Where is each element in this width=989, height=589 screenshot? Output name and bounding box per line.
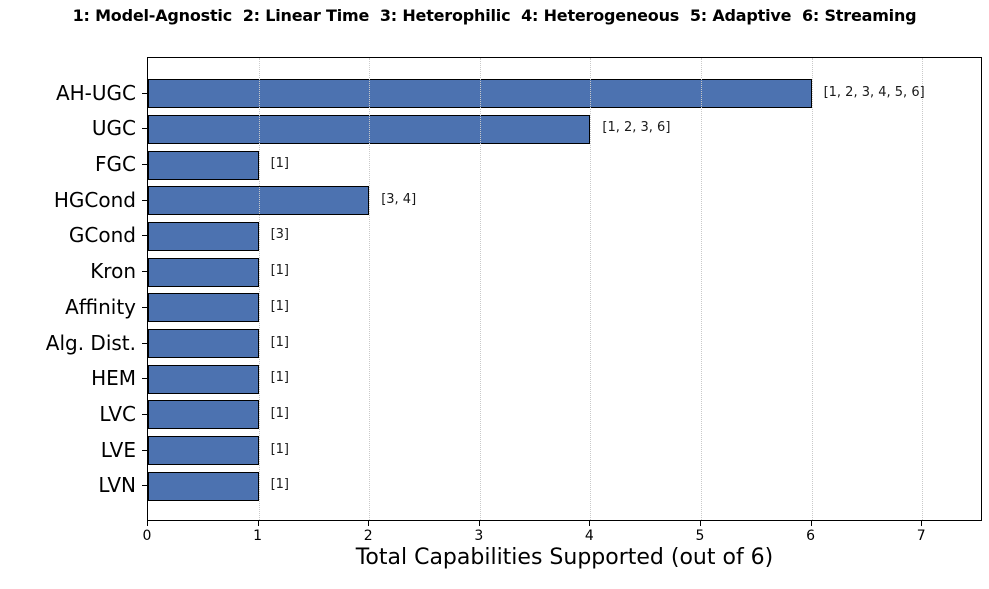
x-tick-label: 6 — [806, 528, 816, 544]
chart-title: 1: Model-Agnostic 2: Linear Time 3: Hete… — [72, 6, 917, 25]
y-tick-mark — [142, 92, 147, 94]
grid-line — [369, 58, 371, 520]
grid-line — [811, 58, 813, 520]
y-tick-label: LVN — [98, 473, 136, 498]
bar-annotation: [3] — [270, 227, 290, 243]
grid-line — [479, 58, 481, 520]
y-tick-mark — [142, 342, 147, 344]
grid-line — [590, 58, 592, 520]
bar — [148, 329, 259, 359]
x-tick-label: 3 — [474, 528, 484, 544]
bar-annotation: [1, 2, 3, 6] — [602, 120, 671, 136]
grid-line — [700, 58, 702, 520]
x-tick-label: 5 — [695, 528, 705, 544]
bar — [148, 221, 259, 251]
x-tick-mark — [810, 521, 812, 526]
bar — [148, 436, 259, 466]
bar-annotation: [1] — [270, 156, 290, 172]
y-tick-mark — [142, 164, 147, 166]
bar — [148, 293, 259, 323]
bar-annotation: [1] — [270, 298, 290, 314]
bar — [148, 471, 259, 501]
bar-annotation: [1] — [270, 334, 290, 350]
bar — [148, 400, 259, 430]
x-tick-mark — [921, 521, 923, 526]
bar-annotation: [1] — [270, 263, 290, 279]
x-tick-label: 4 — [584, 528, 594, 544]
x-axis-label: Total Capabilities Supported (out of 6) — [355, 545, 774, 570]
plot-area — [147, 57, 982, 521]
y-tick-mark — [142, 413, 147, 415]
y-tick-mark — [142, 378, 147, 380]
bar-annotation: [1] — [270, 370, 290, 386]
y-tick-label: AH-UGC — [55, 80, 136, 105]
bar — [148, 364, 259, 394]
x-tick-mark — [589, 521, 591, 526]
y-tick-label: Alg. Dist. — [45, 330, 136, 355]
grid-line — [258, 58, 260, 520]
bar-annotation: [1] — [270, 405, 290, 421]
y-tick-label: LVE — [100, 437, 136, 462]
y-tick-label: Kron — [90, 259, 136, 284]
y-tick-mark — [142, 449, 147, 451]
bar-annotation: [3, 4] — [381, 191, 417, 207]
x-tick-mark — [147, 521, 148, 526]
bar-annotation: [1] — [270, 477, 290, 493]
y-tick-mark — [142, 485, 147, 487]
x-tick-label: 0 — [142, 528, 152, 544]
y-tick-label: HGCond — [53, 187, 136, 212]
y-tick-mark — [142, 199, 147, 201]
y-tick-label: GCond — [68, 223, 136, 248]
y-tick-label: FGC — [95, 152, 136, 177]
y-tick-label: Affinity — [65, 294, 136, 319]
y-tick-mark — [142, 306, 147, 308]
bar — [148, 257, 259, 287]
bar — [148, 150, 259, 180]
x-tick-label: 7 — [916, 528, 926, 544]
x-tick-label: 2 — [363, 528, 373, 544]
x-tick-mark — [699, 521, 701, 526]
bar-annotation: [1] — [270, 441, 290, 457]
y-tick-label: HEM — [91, 366, 136, 391]
x-tick-mark — [257, 521, 259, 526]
grid-line — [922, 58, 924, 520]
y-tick-label: LVC — [99, 401, 136, 426]
y-tick-mark — [142, 271, 147, 273]
y-tick-mark — [142, 128, 147, 130]
x-tick-mark — [478, 521, 480, 526]
x-tick-label: 1 — [253, 528, 263, 544]
y-tick-label: UGC — [91, 116, 136, 141]
bar-annotation: [1, 2, 3, 4, 5, 6] — [823, 84, 925, 100]
x-tick-mark — [368, 521, 370, 526]
y-tick-mark — [142, 235, 147, 237]
